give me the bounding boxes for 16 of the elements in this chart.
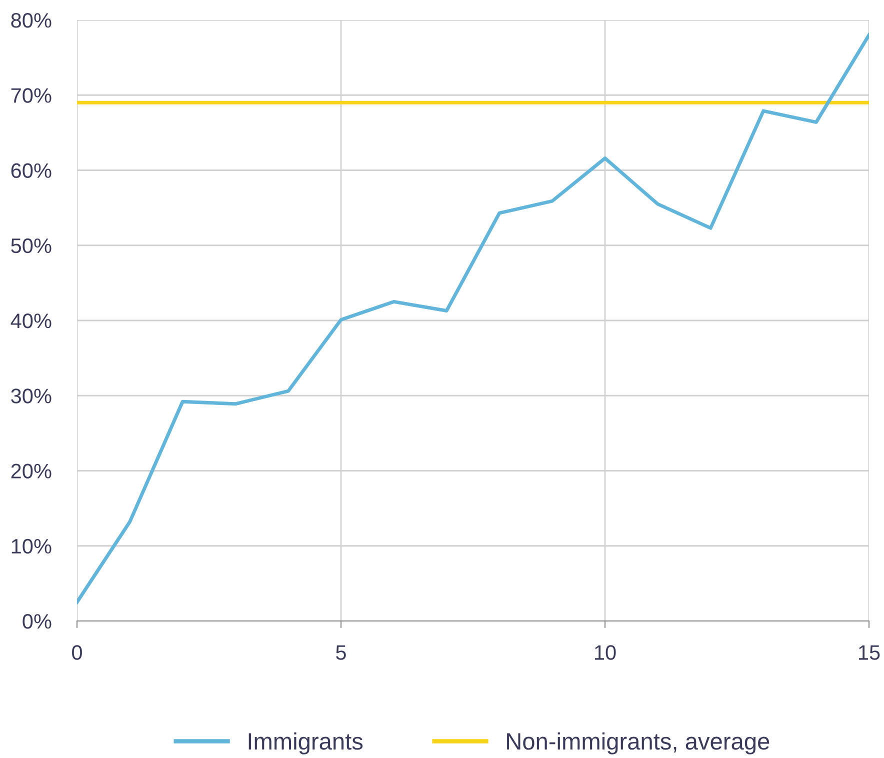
y-tick-label: 0% — [22, 614, 52, 629]
y-tick-label: 40% — [10, 314, 52, 328]
y-tick-label: 80% — [11, 13, 52, 28]
legend-label: Immigrants — [248, 732, 363, 754]
y-tick-label: 20% — [11, 464, 52, 479]
y-tick-label: 30% — [11, 388, 52, 404]
x-tick-label: 0 — [72, 645, 82, 660]
y-tick-label: 50% — [11, 238, 52, 254]
x-tick-label: 5 — [336, 645, 346, 660]
y-tick-label: 10% — [12, 538, 52, 554]
legend-label: Non-immigrants, average — [507, 732, 770, 754]
x-tick-label: 10 — [595, 645, 616, 660]
y-tick-label: 70% — [11, 88, 52, 103]
line-series — [77, 33, 869, 604]
x-tick-label: 15 — [859, 645, 880, 660]
y-tick-label: 60% — [11, 163, 52, 178]
